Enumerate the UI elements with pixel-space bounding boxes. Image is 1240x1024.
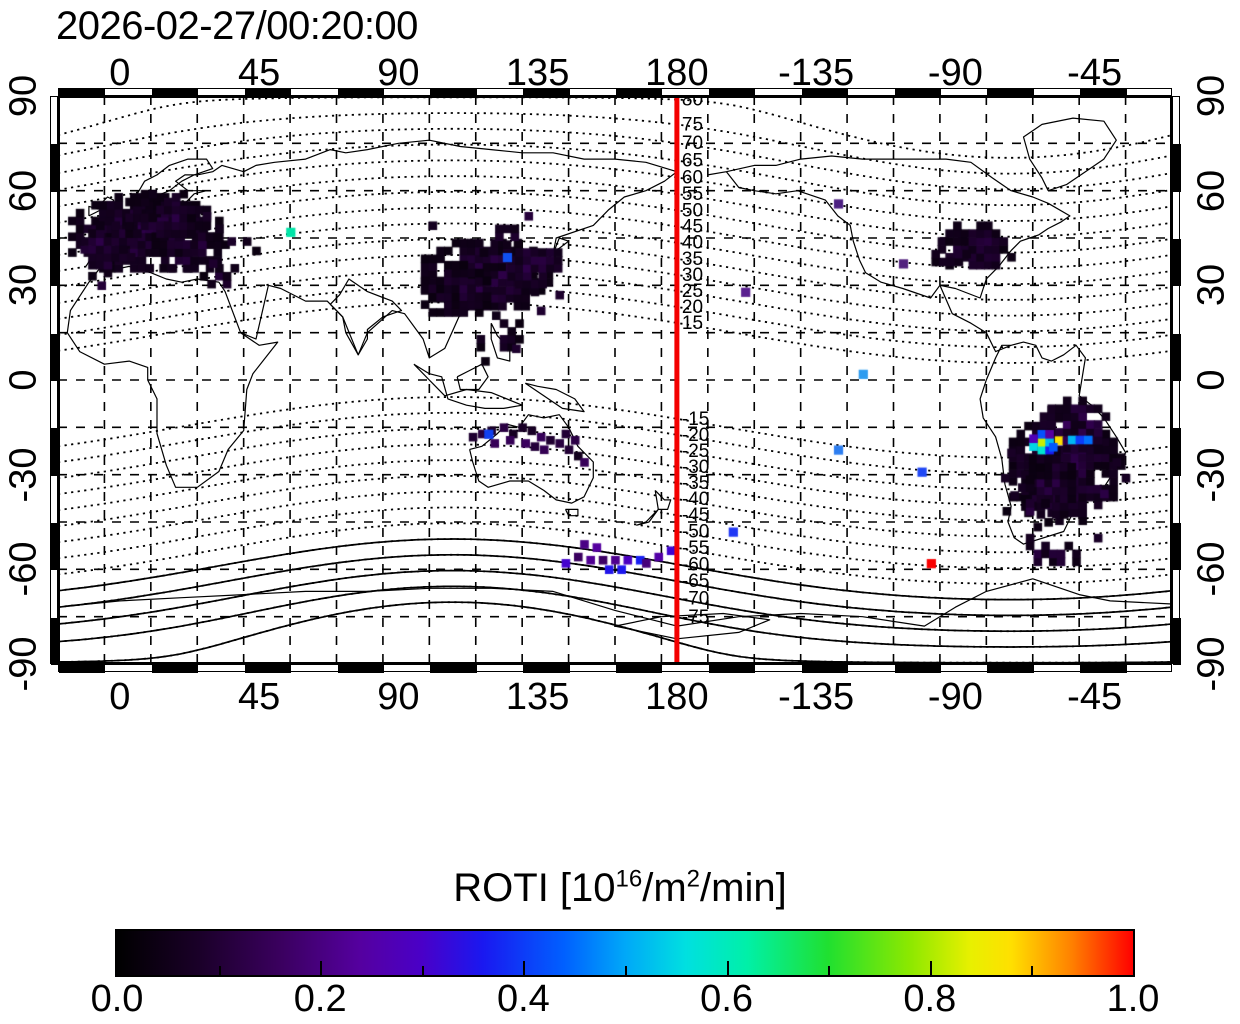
axis-ruler-left [50,96,59,665]
colorbar-title: ROTI [1016/m2/min] [0,866,1240,911]
y-tick-label: 90 [2,74,45,118]
ruler-segment [430,89,477,97]
ruler-segment [1080,89,1127,97]
colorbar-tick-label: 0.4 [496,978,550,1020]
ruler-segment [244,89,292,97]
ruler-segment [1173,144,1181,192]
colorbar-title-exponent2: 2 [686,865,701,893]
colorbar[interactable] [115,929,1135,977]
ruler-segment [523,665,570,673]
page-title: 2026-02-27/00:20:00 [56,4,418,48]
ruler-segment [1173,523,1181,571]
y-tick-label: 0 [2,369,45,391]
colorbar-tick-label: 1.0 [1106,978,1160,1020]
colorbar-major-tick [523,961,526,975]
ruler-segment [1173,239,1181,287]
ruler-segment [59,89,106,97]
ruler-segment [151,89,199,97]
colorbar-title-exponent: 16 [615,865,643,893]
x-tick-label: -135 [778,52,855,94]
ruler-segment [616,89,663,97]
ruler-segment [987,665,1034,673]
x-tick-label: 90 [377,676,420,718]
y-tick-label: -30 [2,447,45,503]
ruler-segment [51,333,59,381]
map-overlay-svg [674,96,680,664]
y-tick-label: 60 [1190,169,1233,212]
x-tick-label: -45 [1067,676,1123,718]
x-tick-label: -90 [927,52,983,94]
ruler-segment [51,523,59,571]
axis-ruler-top [58,88,1172,97]
x-tick-label: -45 [1067,52,1123,94]
ruler-segment [708,89,756,97]
colorbar-major-tick [726,961,729,975]
colorbar-minor-tick [625,966,627,975]
ruler-segment [894,89,941,97]
ruler-segment [987,89,1034,97]
map-plot-area[interactable]: 8075706560555045403530252015-15-20-25-30… [50,88,1181,673]
x-tick-label: 135 [505,676,570,718]
y-tick-label: 60 [2,169,45,212]
x-tick-label: 45 [237,52,281,94]
colorbar-tick-label: 0.6 [700,978,754,1020]
roti-data-layer [58,96,1172,664]
colorbar-tick-label: 0.2 [293,978,347,1020]
colorbar-title-mid: /m [642,866,687,910]
x-tick-label: -135 [778,676,855,718]
ruler-segment [337,89,384,97]
x-tick-label: 0 [109,52,131,94]
x-tick-label: -90 [927,676,983,718]
y-tick-label: -90 [1190,636,1233,692]
ruler-segment [59,665,106,673]
ruler-segment [1173,428,1181,476]
colorbar-tick-labels: 0.0 0.2 0.4 0.6 0.8 1.0 [0,978,1240,1022]
y-tick-label: 90 [1190,74,1233,118]
ruler-segment [151,665,199,673]
x-tick-label: 0 [109,676,131,718]
ruler-segment [51,144,59,192]
ruler-segment [801,89,849,97]
x-tick-label: 45 [237,676,281,718]
ruler-segment [801,665,849,673]
ruler-segment [1173,333,1181,381]
colorbar-major-tick [929,961,932,975]
colorbar-tick-label: 0.8 [903,978,957,1020]
y-tick-label: -90 [2,636,45,692]
y-tick-label: -30 [1190,447,1233,503]
ruler-segment [1080,665,1127,673]
ruler-segment [244,665,292,673]
ruler-segment [337,665,384,673]
x-tick-label: 135 [505,52,570,94]
ruler-segment [51,428,59,476]
x-tick-label: 180 [645,52,709,94]
ruler-segment [51,239,59,287]
ruler-segment [616,665,663,673]
y-tick-label: 0 [1190,369,1233,391]
ruler-segment [1173,617,1181,665]
y-tick-label: 30 [1190,264,1233,307]
colorbar-tick-label: 0.0 [90,978,144,1020]
colorbar-minor-tick [421,966,424,975]
colorbar-minor-tick [218,966,221,975]
ruler-segment [430,665,477,673]
y-tick-label: -60 [1190,541,1233,597]
colorbar-major-tick [320,961,323,975]
ruler-segment [894,665,941,673]
colorbar-minor-tick [1031,966,1034,975]
axis-ruler-right [1172,96,1181,665]
ruler-segment [523,89,570,97]
ruler-segment [51,617,59,665]
x-tick-label: 90 [377,52,420,94]
map-canvas[interactable]: 8075706560555045403530252015-15-20-25-30… [58,96,1172,664]
x-tick-label: 180 [645,676,709,718]
colorbar-title-prefix: ROTI [10 [453,866,616,910]
colorbar-title-suffix: /min] [700,866,787,910]
y-tick-label: 30 [2,264,45,307]
y-tick-label: -60 [2,541,45,597]
axis-ruler-bottom [58,664,1172,673]
ruler-segment [708,665,756,673]
colorbar-minor-tick [828,966,831,975]
